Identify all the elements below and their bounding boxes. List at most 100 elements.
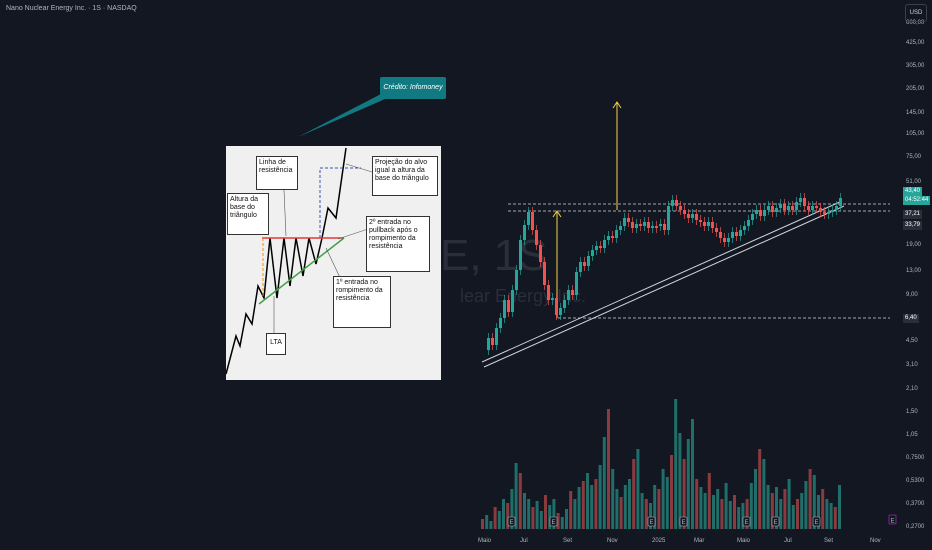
candle	[671, 195, 674, 211]
time-tick-label: Nov	[870, 538, 881, 544]
volume-bar	[758, 449, 762, 529]
candle	[643, 217, 646, 231]
volume-bar	[682, 459, 686, 529]
volume-bar	[674, 399, 678, 529]
volume-bar	[481, 519, 484, 529]
volume-bar	[602, 437, 606, 529]
volume-bar	[670, 455, 673, 529]
earnings-marker[interactable]: E	[647, 516, 656, 527]
volume-bar	[569, 491, 573, 529]
volume-bar	[779, 499, 783, 529]
price-tick-label: 0,3700	[906, 501, 925, 507]
projection-line	[319, 167, 361, 238]
candle	[563, 295, 566, 313]
volume-bar	[737, 507, 741, 529]
volume-bar	[661, 469, 665, 529]
price-tag: 43,40	[903, 187, 923, 196]
candle	[823, 207, 826, 219]
watermark-ticker: E, 1S	[440, 231, 548, 280]
currency-button[interactable]: USD	[905, 4, 927, 22]
price-tick-label: 2,10	[906, 386, 918, 392]
candle	[711, 217, 714, 233]
volume-bar	[628, 479, 631, 529]
earnings-marker-label: E	[510, 520, 514, 526]
candle	[715, 223, 718, 237]
candle	[527, 207, 530, 230]
candle	[699, 215, 702, 227]
price-tick-label: 205,00	[906, 86, 925, 92]
volume-bar	[506, 503, 510, 529]
earnings-marker[interactable]: E	[812, 516, 821, 527]
volume-bar	[539, 511, 543, 529]
volume-bar	[812, 475, 816, 529]
candle	[507, 295, 510, 317]
volume-bar	[514, 463, 518, 529]
price-tick-label: 425,00	[906, 40, 925, 46]
volume-bar	[833, 507, 837, 529]
volume-bar	[560, 517, 564, 529]
volume-bar	[720, 499, 724, 529]
candle	[551, 293, 554, 305]
candle	[603, 235, 606, 253]
price-tick-label: 0,2700	[906, 524, 925, 530]
candle	[755, 205, 758, 219]
volume-bar	[523, 493, 526, 529]
price-tick-label: 0,7500	[906, 455, 925, 461]
earnings-marker[interactable]: E	[679, 516, 688, 527]
candle	[575, 267, 578, 300]
volume-bar	[649, 503, 652, 529]
candle	[595, 241, 598, 255]
price-tick-label: 105,00	[906, 131, 925, 137]
price-tick-label: 19,00	[906, 242, 922, 248]
candle	[683, 205, 686, 219]
earnings-marker[interactable]: E	[742, 516, 751, 527]
earnings-marker[interactable]: E	[549, 516, 558, 527]
candle	[523, 220, 526, 245]
price-tick-label: 305,00	[906, 63, 925, 69]
earnings-marker-future[interactable]	[888, 514, 897, 525]
volume-bar	[544, 495, 547, 529]
candle	[607, 231, 610, 245]
candle	[503, 295, 506, 323]
volume-bar	[821, 489, 825, 529]
time-axis[interactable]: Maio Jul Set Nov 2025 Mar Maio Jul Set Nov	[478, 538, 881, 544]
price-tick-label: 0,5300	[906, 478, 925, 484]
candle	[495, 323, 498, 350]
candle	[771, 201, 774, 217]
candle	[735, 227, 738, 241]
price-tag: 37,21	[903, 210, 923, 219]
earnings-marker-label: E	[774, 520, 778, 526]
candle	[587, 251, 590, 271]
price-tick-label: 145,00	[906, 110, 925, 116]
volume-bar	[594, 479, 598, 529]
pointer-second-entry	[337, 227, 372, 240]
candle	[727, 233, 730, 247]
volume-bar	[783, 489, 787, 529]
candle	[583, 257, 586, 271]
price-tag: 04:52:44	[903, 196, 931, 205]
price-axis[interactable]: 425,00 305,00 205,00 145,00 105,00 75,00 51,00…	[906, 20, 925, 530]
candle	[827, 207, 830, 219]
volume-bar	[518, 473, 522, 529]
candle	[531, 207, 534, 235]
candle	[691, 209, 694, 223]
time-tick-label: Jul	[520, 538, 528, 544]
support-line	[258, 237, 345, 305]
earnings-marker[interactable]: E	[771, 516, 780, 527]
candle	[707, 217, 710, 231]
volume-bar	[581, 481, 585, 529]
volume-bar	[489, 521, 493, 529]
volume-bar	[527, 499, 531, 529]
volume-bar	[804, 481, 808, 529]
volume-bar	[817, 495, 820, 529]
candle	[719, 227, 722, 243]
time-tick-label: Jul	[784, 538, 792, 544]
candle	[835, 201, 838, 215]
candle	[723, 233, 726, 247]
price-tick-label: 51,00	[906, 179, 922, 185]
volume-bar	[535, 501, 539, 529]
earnings-marker[interactable]: E	[507, 516, 516, 527]
candle	[803, 193, 806, 211]
candle	[519, 235, 522, 275]
